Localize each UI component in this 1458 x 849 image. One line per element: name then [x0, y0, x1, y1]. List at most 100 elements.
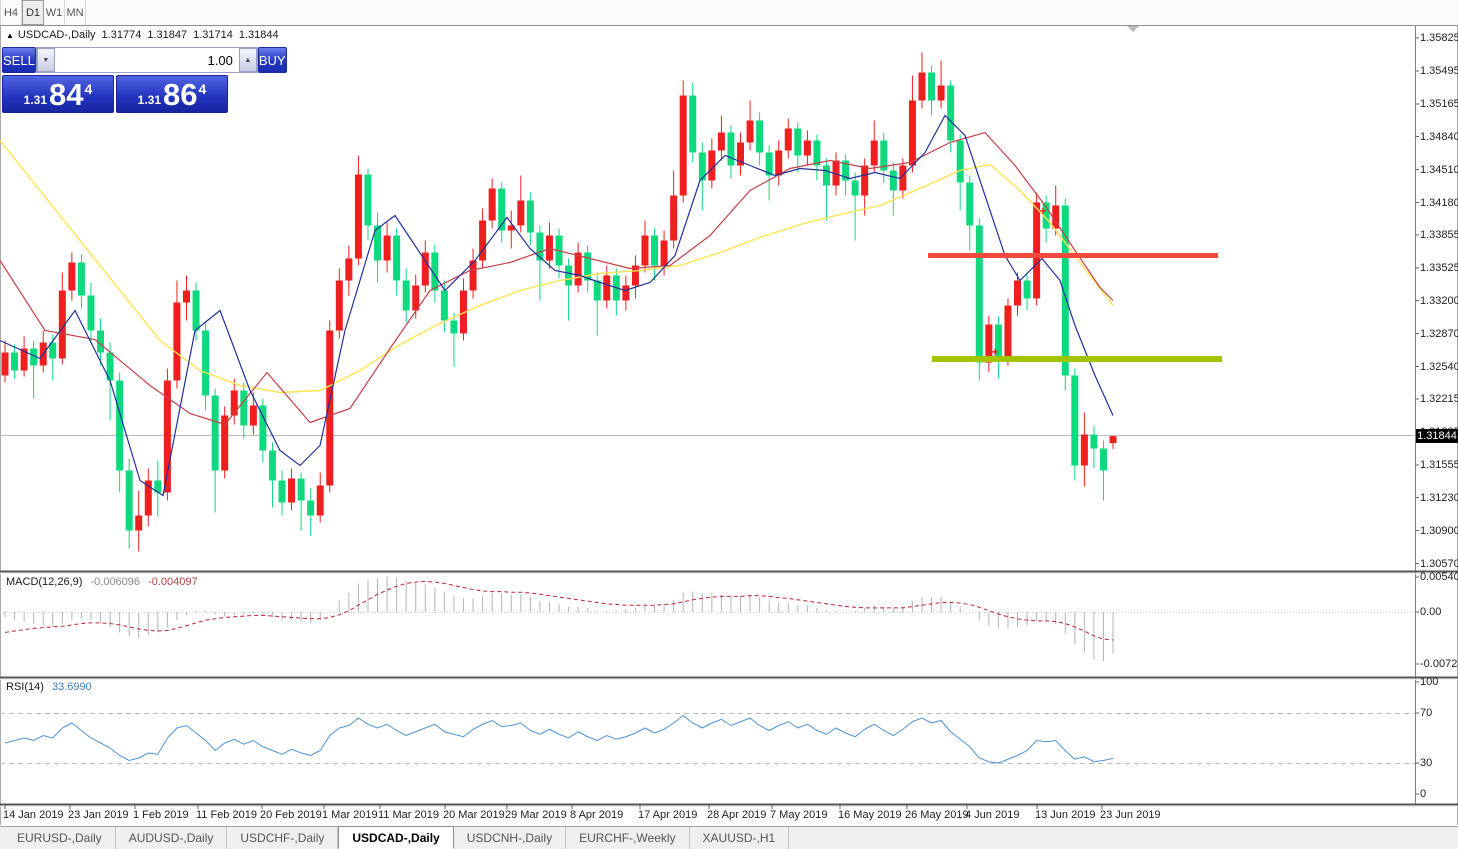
candle-body — [746, 120, 754, 143]
candle-body — [679, 95, 687, 196]
symbol-tab-eurchf[interactable]: EURCHF-,Weekly — [566, 827, 690, 849]
candle-body — [870, 140, 878, 166]
buy-price-big: 86 — [163, 77, 198, 113]
candle-body — [1099, 448, 1107, 471]
sell-button[interactable]: SELL — [2, 47, 36, 73]
candle-body — [144, 480, 152, 516]
buy-button[interactable]: BUY — [257, 47, 287, 73]
candle-body — [479, 220, 487, 261]
candle-body — [631, 265, 639, 286]
timeframe-d1-button[interactable]: D1 — [22, 0, 44, 25]
price-axis-label: 1.34180 — [1420, 196, 1458, 209]
volume-increase-button[interactable]: ▲ — [238, 48, 257, 72]
candle-body — [822, 165, 830, 186]
candle-body — [889, 170, 897, 191]
candle-body — [116, 380, 124, 471]
candle-body — [364, 174, 372, 226]
candle-body — [326, 330, 334, 486]
candle-body — [861, 165, 869, 196]
candle-body — [192, 290, 200, 331]
candle-body — [49, 342, 57, 359]
symbol-tab-bar: EURUSD-,Daily AUDUSD-,Daily USDCHF-,Daily U… — [0, 826, 1458, 849]
timeframe-h4-button[interactable]: H4 — [0, 0, 22, 25]
chart-shift-marker-icon[interactable] — [1127, 26, 1139, 32]
sell-price-big: 84 — [49, 77, 84, 113]
date-axis-label: 11 Mar 2019 — [378, 809, 439, 821]
candle-body — [574, 252, 582, 286]
sell-price-sup: 4 — [84, 81, 93, 97]
ohlc-low: 1.31714 — [193, 29, 233, 41]
candle-body — [11, 352, 19, 371]
buy-price-box[interactable]: 1.31 86 4 — [116, 75, 228, 113]
current-price-tag: 1.31844 — [1416, 429, 1458, 443]
price-axis-label: 1.31555 — [1420, 459, 1458, 471]
macd-name: MACD(12,26,9) — [6, 576, 83, 588]
expand-arrow-icon[interactable]: ▲ — [6, 31, 14, 40]
candle-body — [803, 140, 811, 156]
candle-body — [1071, 375, 1079, 466]
candle-body — [660, 240, 668, 266]
timeframe-w1-button[interactable]: W1 — [44, 0, 65, 25]
candle-body — [1, 352, 9, 376]
candle-body — [173, 302, 181, 381]
symbol-tab-usdcad[interactable]: USDCAD-,Daily — [338, 826, 454, 849]
sell-price-box[interactable]: 1.31 84 4 — [2, 75, 114, 113]
rsi-axis-label: 0 — [1420, 788, 1427, 800]
date-axis-label: 26 May 2019 — [905, 809, 969, 821]
candle-body — [77, 262, 85, 296]
symbol-tab-usdchf[interactable]: USDCHF-,Daily — [227, 827, 339, 849]
macd-main-value: -0.006096 — [90, 576, 141, 588]
symbol-tab-usdcnh[interactable]: USDCNH-,Daily — [454, 827, 567, 849]
date-axis-label: 14 Jan 2019 — [3, 809, 64, 821]
candle-body — [708, 150, 716, 181]
support-line — [932, 356, 1222, 362]
date-axis-label: 23 Jan 2019 — [68, 809, 129, 821]
candle-body — [58, 290, 66, 359]
candle-body — [689, 95, 697, 153]
candle-body — [97, 330, 105, 353]
symbol-tab-audusd[interactable]: AUDUSD-,Daily — [116, 827, 228, 849]
volume-decrease-button[interactable]: ▼ — [36, 48, 55, 72]
macd-axis-label: 0.00 — [1420, 606, 1442, 618]
volume-input[interactable] — [54, 48, 239, 72]
date-axis-label: 7 May 2019 — [770, 809, 828, 821]
symbol-tab-xauusd[interactable]: XAUUSD-,H1 — [690, 827, 790, 849]
timeframe-mn-button[interactable]: MN — [65, 0, 86, 25]
candle-body — [421, 252, 429, 286]
candle-body — [230, 390, 238, 416]
candle-body — [670, 195, 678, 241]
price-axis-label: 1.34840 — [1420, 130, 1458, 143]
date-axis-label: 20 Feb 2019 — [260, 809, 322, 821]
ma-fast-blue-line — [0, 114, 1114, 497]
candle-body — [756, 120, 764, 153]
price-axis-label: 1.35825 — [1420, 32, 1458, 44]
symbol-tab-eurusd[interactable]: EURUSD-,Daily — [4, 827, 116, 849]
rsi-value: 33.6990 — [51, 681, 92, 693]
candle-body — [106, 352, 114, 381]
candle-body — [1004, 305, 1012, 359]
candle-body — [994, 324, 1002, 359]
candle-body — [354, 174, 362, 259]
candle-body — [202, 330, 210, 396]
price-axis-label: 1.33855 — [1420, 229, 1458, 241]
candle-body — [498, 188, 506, 231]
candle-body — [737, 142, 745, 166]
candle-body — [1052, 205, 1060, 229]
ohlc-open: 1.31774 — [101, 29, 142, 41]
price-axis-label: 1.32540 — [1420, 360, 1458, 373]
date-axis-label: 16 May 2019 — [838, 809, 902, 821]
candle-body — [584, 252, 592, 281]
volume-stepper: ▼ ▲ — [35, 47, 258, 73]
candle-body — [30, 348, 38, 366]
date-axis-label: 28 Apr 2019 — [707, 809, 767, 821]
chart-title: ▲ USDCAD-,Daily 1.31774 1.31847 1.31714 1.318… — [6, 29, 285, 41]
candle-body — [440, 290, 448, 321]
candle-body — [842, 160, 850, 181]
ohlc-close: 1.31844 — [238, 29, 279, 41]
price-axis-label: 1.32215 — [1420, 393, 1458, 405]
candle-body — [402, 280, 410, 311]
candle-body — [956, 140, 964, 183]
candle-body — [651, 235, 659, 266]
price-axis-label: 1.33200 — [1420, 294, 1458, 307]
